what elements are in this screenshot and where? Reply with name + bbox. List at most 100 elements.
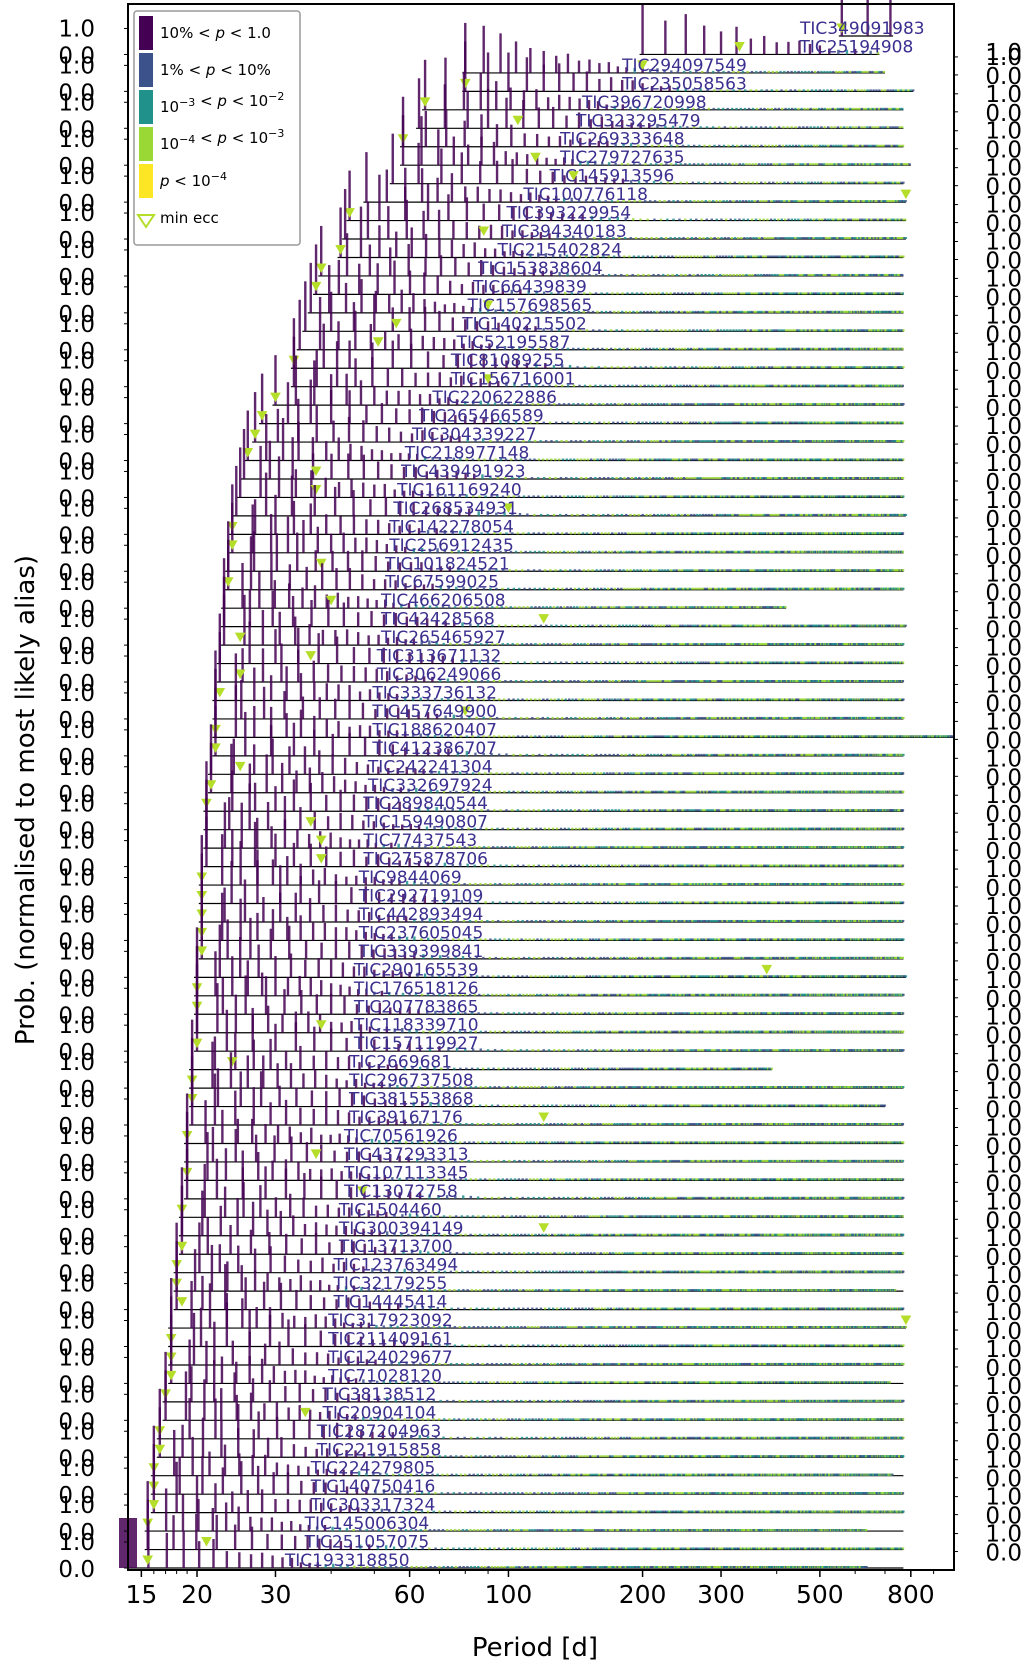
alias-bar [807,366,811,369]
alias-bar [809,292,812,295]
alias-bar [558,327,561,332]
alias-bar [682,495,685,498]
alias-bar [605,458,609,461]
alias-bar [325,441,328,461]
alias-bar [814,255,818,258]
alias-bar [428,393,432,406]
alias-bar [699,532,702,535]
alias-bar [656,495,660,498]
alias-bar [655,255,658,258]
alias-bar [878,89,881,92]
alias-bar [704,476,707,479]
alias-bar [577,532,581,535]
alias-bar [495,124,499,147]
alias-bar [765,513,768,516]
alias-bar [894,273,897,276]
min-ecc-marker [419,97,431,107]
alias-bar [759,255,763,258]
alias-bar [315,350,318,387]
alias-bar [750,366,754,369]
alias-bar [616,292,619,295]
alias-bar [518,512,522,516]
alias-bar [775,200,778,203]
alias-bar [609,329,613,332]
alias-bar [830,126,833,129]
alias-bar [761,163,764,166]
alias-bar [711,403,714,406]
alias-bar [678,218,681,221]
alias-bar [868,70,872,73]
alias-bar [756,513,760,516]
alias-bar [640,292,643,295]
alias-bar [846,107,850,110]
alias-bar [834,144,838,147]
alias-bar [823,107,826,110]
alias-bar [686,513,690,516]
alias-bar [885,329,888,332]
alias-bar [602,255,605,258]
alias-bar [622,142,625,147]
alias-bar [763,70,766,73]
alias-bar [889,200,892,203]
alias-bar [704,273,707,276]
alias-bar [756,144,759,147]
alias-bar [528,587,531,590]
alias-bar [879,181,882,184]
alias-bar [750,200,754,203]
alias-bar [648,69,652,73]
alias-bar [849,218,853,221]
alias-bar [706,440,709,443]
alias-bar [772,163,776,166]
alias-bar [568,96,571,110]
alias-bar [746,421,749,424]
alias-bar [640,440,643,443]
alias-bar [491,265,495,276]
alias-bar [776,292,780,295]
alias-bar [759,200,762,203]
alias-bar [773,126,776,129]
alias-bar [674,550,677,553]
alias-bar [853,70,857,73]
alias-bar [810,200,814,203]
alias-bar [851,237,854,240]
alias-bar [623,458,626,461]
alias-bar [537,252,540,258]
alias-bar [719,89,723,92]
alias-bar [638,163,642,166]
alias-bar [728,403,731,406]
alias-bar [847,273,851,276]
alias-bar [639,366,642,369]
alias-bar [286,382,290,424]
alias-bar [618,495,621,498]
alias-bar [571,159,574,166]
alias-bar [831,163,834,166]
alias-bar [899,163,903,166]
alias-bar [784,237,787,240]
alias-bar [689,403,693,406]
alias-bar [682,255,685,258]
alias-bar [249,536,253,590]
alias-bar [330,453,333,479]
alias-bar [731,513,734,516]
alias-bar [759,273,763,276]
alias-bar [570,292,574,295]
alias-bar [658,550,662,553]
alias-bar [613,310,616,313]
alias-bar [746,237,749,240]
alias-bar [734,126,738,129]
alias-bar [752,384,755,387]
alias-bar [575,476,578,479]
alias-bar [864,163,867,166]
alias-bar [663,513,667,516]
alias-bar [525,57,529,92]
alias-bar [609,310,612,313]
alias-bar [265,414,268,461]
alias-bar [820,237,824,240]
alias-bar [790,218,794,221]
alias-bar [622,569,625,572]
alias-bar [663,107,666,110]
alias-bar [555,195,558,203]
alias-bar [722,421,725,424]
alias-bar [839,126,843,129]
alias-bar [820,70,823,73]
